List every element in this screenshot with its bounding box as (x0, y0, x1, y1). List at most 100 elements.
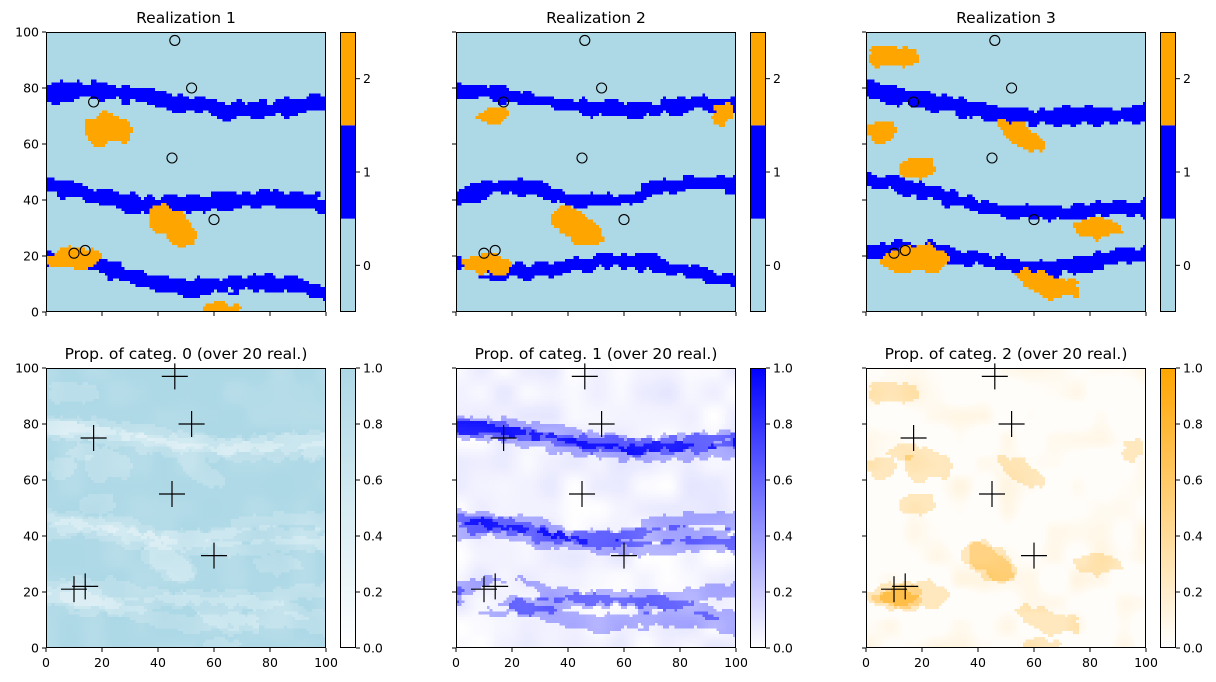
axes-frame (456, 32, 736, 312)
data-point-marker (471, 576, 497, 603)
colorbar: 0.0 0.2 0.4 0.6 0.8 1.0 (750, 361, 793, 656)
data-point-marker (569, 481, 595, 507)
colorbar-frame (1160, 32, 1176, 312)
y-tick-label: 20 (23, 249, 39, 264)
colorbar: 0 1 2 (340, 32, 371, 312)
data-point-marker (576, 152, 588, 164)
axes-title: Prop. of categ. 0 (over 20 real.) (65, 345, 308, 363)
colorbar-segment (1160, 218, 1176, 312)
data-point-marker (80, 425, 107, 451)
colorbar-segment (1160, 32, 1176, 126)
data-point-marker (618, 214, 630, 226)
colorbar-frame (340, 368, 356, 648)
axes-title: Realization 2 (546, 9, 646, 27)
data-point-marker (899, 244, 911, 256)
data-point-marker (611, 542, 637, 569)
data-point-marker (159, 481, 185, 507)
x-tick-label: 0 (862, 655, 870, 670)
colorbar-tick-label: 2 (1183, 71, 1191, 86)
colorbar: 0 1 2 (1160, 32, 1191, 312)
colorbar-tick-label: 2 (773, 71, 781, 86)
colorbar-frame (1160, 368, 1176, 648)
colorbar-segment (340, 125, 356, 219)
axes-frame (866, 32, 1146, 312)
axes-frame (866, 368, 1146, 648)
x-tick-label: 40 (970, 655, 986, 670)
colorbar-frame (340, 32, 356, 312)
y-tick-label: 40 (23, 193, 39, 208)
y-tick-label: 60 (23, 473, 39, 488)
x-tick-label: 40 (150, 655, 166, 670)
data-point-marker (989, 34, 1001, 46)
data-point-marker (588, 411, 615, 437)
y-tick-label: 60 (23, 137, 39, 152)
colorbar-tick-label: 0.0 (363, 641, 383, 656)
data-point-marker (61, 576, 87, 603)
data-point-marker (482, 573, 509, 600)
axes-title: Realization 1 (136, 9, 236, 27)
y-tick-label: 0 (31, 305, 39, 320)
data-point-marker (1028, 214, 1040, 226)
data-point-marker (1006, 82, 1018, 94)
colorbar-tick-label: 0.8 (1183, 417, 1203, 432)
colorbar-tick-label: 0.0 (773, 641, 793, 656)
axes-3: Realization 3 0 1 2 (862, 9, 1191, 316)
colorbar-segment (750, 125, 766, 219)
colorbar: 0 1 2 (750, 32, 781, 312)
y-tick-label: 40 (23, 529, 39, 544)
x-tick-label: 60 (206, 655, 222, 670)
colorbar-tick-label: 0 (363, 258, 371, 273)
colorbar-segment (750, 32, 766, 126)
colorbar-tick-label: 0.8 (773, 417, 793, 432)
data-point-marker (88, 96, 100, 108)
heatmap-image (866, 368, 1146, 648)
data-point-marker (72, 573, 99, 600)
x-tick-label: 0 (42, 655, 50, 670)
colorbar-tick-label: 0.6 (363, 473, 383, 488)
colorbar-gradient (340, 368, 356, 648)
x-tick-label: 80 (1082, 655, 1098, 670)
colorbar-gradient (1160, 368, 1176, 648)
colorbar-gradient (750, 368, 766, 648)
colorbar-tick-label: 1.0 (363, 361, 383, 376)
data-point-marker (979, 481, 1005, 507)
axes-4: Prop. of categ. 0 (over 20 real.) 0 20 40 60… (15, 345, 383, 670)
axes-1: Realization 1 0 20 40 60 80 100 0 1 2 (15, 9, 371, 320)
data-point-marker (490, 425, 517, 451)
x-tick-label: 20 (504, 655, 520, 670)
data-point-marker (178, 411, 205, 437)
data-point-marker (981, 363, 1008, 390)
colorbar-tick-label: 0.0 (1183, 641, 1203, 656)
data-point-marker (908, 96, 920, 108)
data-point-marker (489, 244, 501, 256)
heatmap-image (866, 32, 1146, 312)
y-tick-label: 100 (15, 25, 39, 40)
colorbar-tick-label: 0 (1183, 258, 1191, 273)
axes-frame (456, 368, 736, 648)
data-point-marker (68, 247, 80, 259)
data-point-marker (888, 247, 900, 259)
axes-title: Prop. of categ. 2 (over 20 real.) (885, 345, 1128, 363)
colorbar-frame (750, 368, 766, 648)
data-point-marker (478, 247, 490, 259)
heatmap-image (46, 32, 326, 312)
x-tick-label: 80 (262, 655, 278, 670)
x-tick-label: 100 (1134, 655, 1158, 670)
colorbar-tick-label: 1 (363, 165, 371, 180)
heatmap-image (456, 32, 736, 312)
x-tick-label: 20 (914, 655, 930, 670)
x-tick-label: 100 (724, 655, 748, 670)
y-tick-label: 20 (23, 585, 39, 600)
x-tick-label: 20 (94, 655, 110, 670)
data-point-marker (579, 34, 591, 46)
colorbar-segment (340, 218, 356, 312)
x-tick-label: 60 (616, 655, 632, 670)
x-tick-label: 60 (1026, 655, 1042, 670)
colorbar-tick-label: 2 (363, 71, 371, 86)
y-tick-label: 80 (23, 81, 39, 96)
colorbar: 0.0 0.2 0.4 0.6 0.8 1.0 (1160, 361, 1203, 656)
x-tick-label: 40 (560, 655, 576, 670)
data-point-marker (986, 152, 998, 164)
data-point-marker (166, 152, 178, 164)
